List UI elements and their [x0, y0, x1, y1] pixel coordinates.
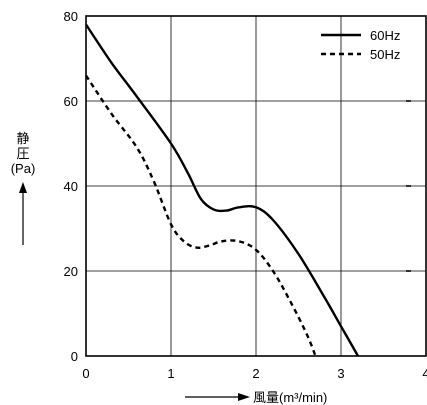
- x-axis-ticks: 0 1 2 3 4: [82, 366, 427, 381]
- y-tick-label: 20: [64, 264, 78, 279]
- y-tick-label: 40: [64, 179, 78, 194]
- y-axis-arrow-head: [19, 182, 27, 193]
- y-axis-label-line-1: 静: [16, 131, 29, 146]
- x-tick-label: 2: [252, 366, 259, 381]
- series-lines: [85, 23, 360, 357]
- x-tick-label: 4: [422, 366, 427, 381]
- y-axis-label-line-2: 圧: [16, 146, 29, 161]
- x-tick-label: 0: [82, 366, 89, 381]
- y-axis-label: 静 圧 (Pa): [11, 131, 36, 245]
- legend-label-60hz: 60Hz: [370, 28, 400, 43]
- grid-lines: [86, 16, 426, 356]
- x-tick-label: 1: [167, 366, 174, 381]
- legend: 60Hz 50Hz: [321, 28, 400, 62]
- y-tick-label: 80: [64, 9, 78, 24]
- x-tick-label: 3: [337, 366, 344, 381]
- plot-frame: [85, 15, 427, 357]
- legend-label-50hz: 50Hz: [370, 47, 400, 62]
- x-axis-arrow-head: [238, 393, 250, 401]
- series-line-60hz: [85, 23, 360, 357]
- y-axis-ticks: 0 20 40 60 80: [64, 9, 411, 364]
- series-line-50hz: [85, 74, 317, 357]
- y-tick-label: 0: [71, 349, 78, 364]
- x-axis-label: 風量(m³/min): [185, 390, 327, 405]
- y-axis-label-line-3: (Pa): [11, 161, 36, 176]
- y-tick-label: 60: [64, 94, 78, 109]
- x-axis-label-text: 風量(m³/min): [253, 390, 327, 405]
